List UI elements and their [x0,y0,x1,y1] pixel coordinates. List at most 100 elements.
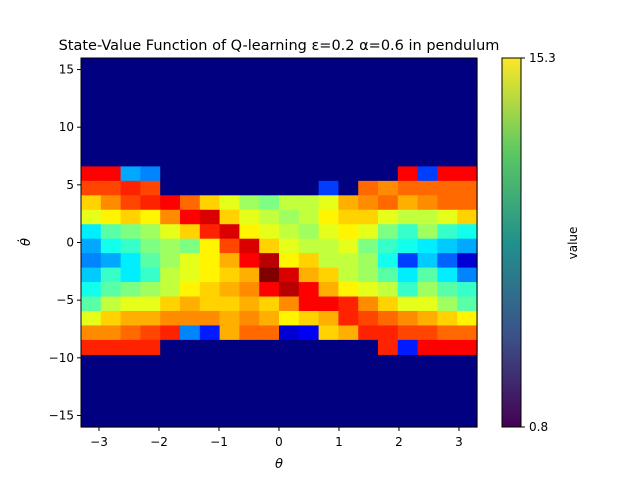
heatmap-cell [378,166,399,182]
heatmap-cell [81,339,102,355]
heatmap-cell [180,224,201,240]
heatmap-cell [100,400,122,415]
heatmap-cell [417,400,438,415]
heatmap-cell [358,166,379,182]
heatmap-cell [397,296,419,312]
heatmap-cell [100,361,122,375]
heatmap-cell [338,325,359,341]
heatmap-cell [219,195,240,211]
heatmap-cell [140,58,161,72]
heatmap-cell [417,195,438,211]
heatmap-cell [219,224,240,240]
heatmap-cell [338,137,359,151]
heatmap-cell [397,97,419,112]
heatmap-cell [140,166,161,182]
heatmap-cell [100,71,122,85]
heatmap-cell [199,123,221,138]
heatmap-cell [100,387,122,402]
heatmap-cell [358,374,379,389]
heatmap-cell [298,296,320,312]
heatmap-cell [338,310,359,327]
heatmap-cell [338,296,359,312]
heatmap-cell [199,84,221,99]
heatmap-cell [140,310,161,327]
heatmap-cell [239,97,260,112]
heatmap-cell [279,123,300,138]
x-tick-label: −1 [210,435,228,449]
heatmap-cell [457,71,478,85]
heatmap-cell [219,253,240,269]
heatmap-cell [358,150,379,165]
heatmap-cell [378,361,399,375]
heatmap-cell [120,97,141,112]
heatmap-cell [199,224,221,240]
heatmap-cell [279,71,300,85]
heatmap-cell [239,387,260,402]
heatmap-cell [160,150,181,165]
heatmap-cell [219,325,240,341]
heatmap-cell [140,296,161,312]
heatmap-cell [100,166,122,182]
y-axis-ticks: −15 −10 −5 0 5 10 15 [49,63,81,422]
heatmap-cell [160,400,181,415]
heatmap-cell [259,374,280,389]
heatmap-cell [239,84,260,99]
heatmap-cell [338,110,359,125]
heatmap-cell [239,325,260,341]
heatmap-cell [120,209,141,225]
heatmap-cell [219,58,240,72]
heatmap-cell [358,224,379,240]
heatmap-cell [298,413,320,428]
heatmap-cell [457,282,478,298]
heatmap-cell [120,195,141,211]
heatmap-cell [219,84,240,99]
heatmap-cell [298,71,320,85]
heatmap-cell [279,339,300,355]
heatmap-cell [457,296,478,312]
heatmap-cell [397,150,419,165]
heatmap-cell [437,137,458,151]
heatmap-cell [160,123,181,138]
colorbar-tick-label: 0.8 [529,420,548,434]
heatmap-cell [318,58,339,72]
heatmap-cell [239,282,260,298]
heatmap-cell [120,224,141,240]
heatmap-cell [120,361,141,375]
heatmap-cell [437,238,458,254]
heatmap-cell [279,310,300,327]
heatmap-cell [279,267,300,283]
heatmap-cell [318,195,339,211]
heatmap-cell [298,325,320,341]
heatmap-cell [199,137,221,151]
heatmap-cell [81,166,102,182]
heatmap-cell [338,97,359,112]
heatmap-cell [417,58,438,72]
heatmap-cell [160,374,181,389]
heatmap-cell [120,374,141,389]
heatmap-cell [358,97,379,112]
heatmap-cell [457,310,478,327]
heatmap-cell [378,180,399,196]
heatmap-cell [338,253,359,269]
heatmap-cell [259,123,280,138]
heatmap-cell [259,97,280,112]
heatmap-cell [239,180,260,196]
heatmap-cell [358,296,379,312]
heatmap-cell [437,58,458,72]
heatmap-cell [81,180,102,196]
heatmap-cell [100,413,122,428]
heatmap-cell [378,71,399,85]
heatmap-cell [378,150,399,165]
heatmap-cell [239,209,260,225]
heatmap-cell [160,310,181,327]
heatmap-cell [358,71,379,85]
heatmap-cell [100,195,122,211]
heatmap-cell [199,71,221,85]
heatmap-cell [279,166,300,182]
heatmap-cell [318,310,339,327]
heatmap-cell [180,209,201,225]
heatmap-cell [259,413,280,428]
heatmap-cell [199,209,221,225]
heatmap-cell [378,224,399,240]
heatmap-cell [279,374,300,389]
